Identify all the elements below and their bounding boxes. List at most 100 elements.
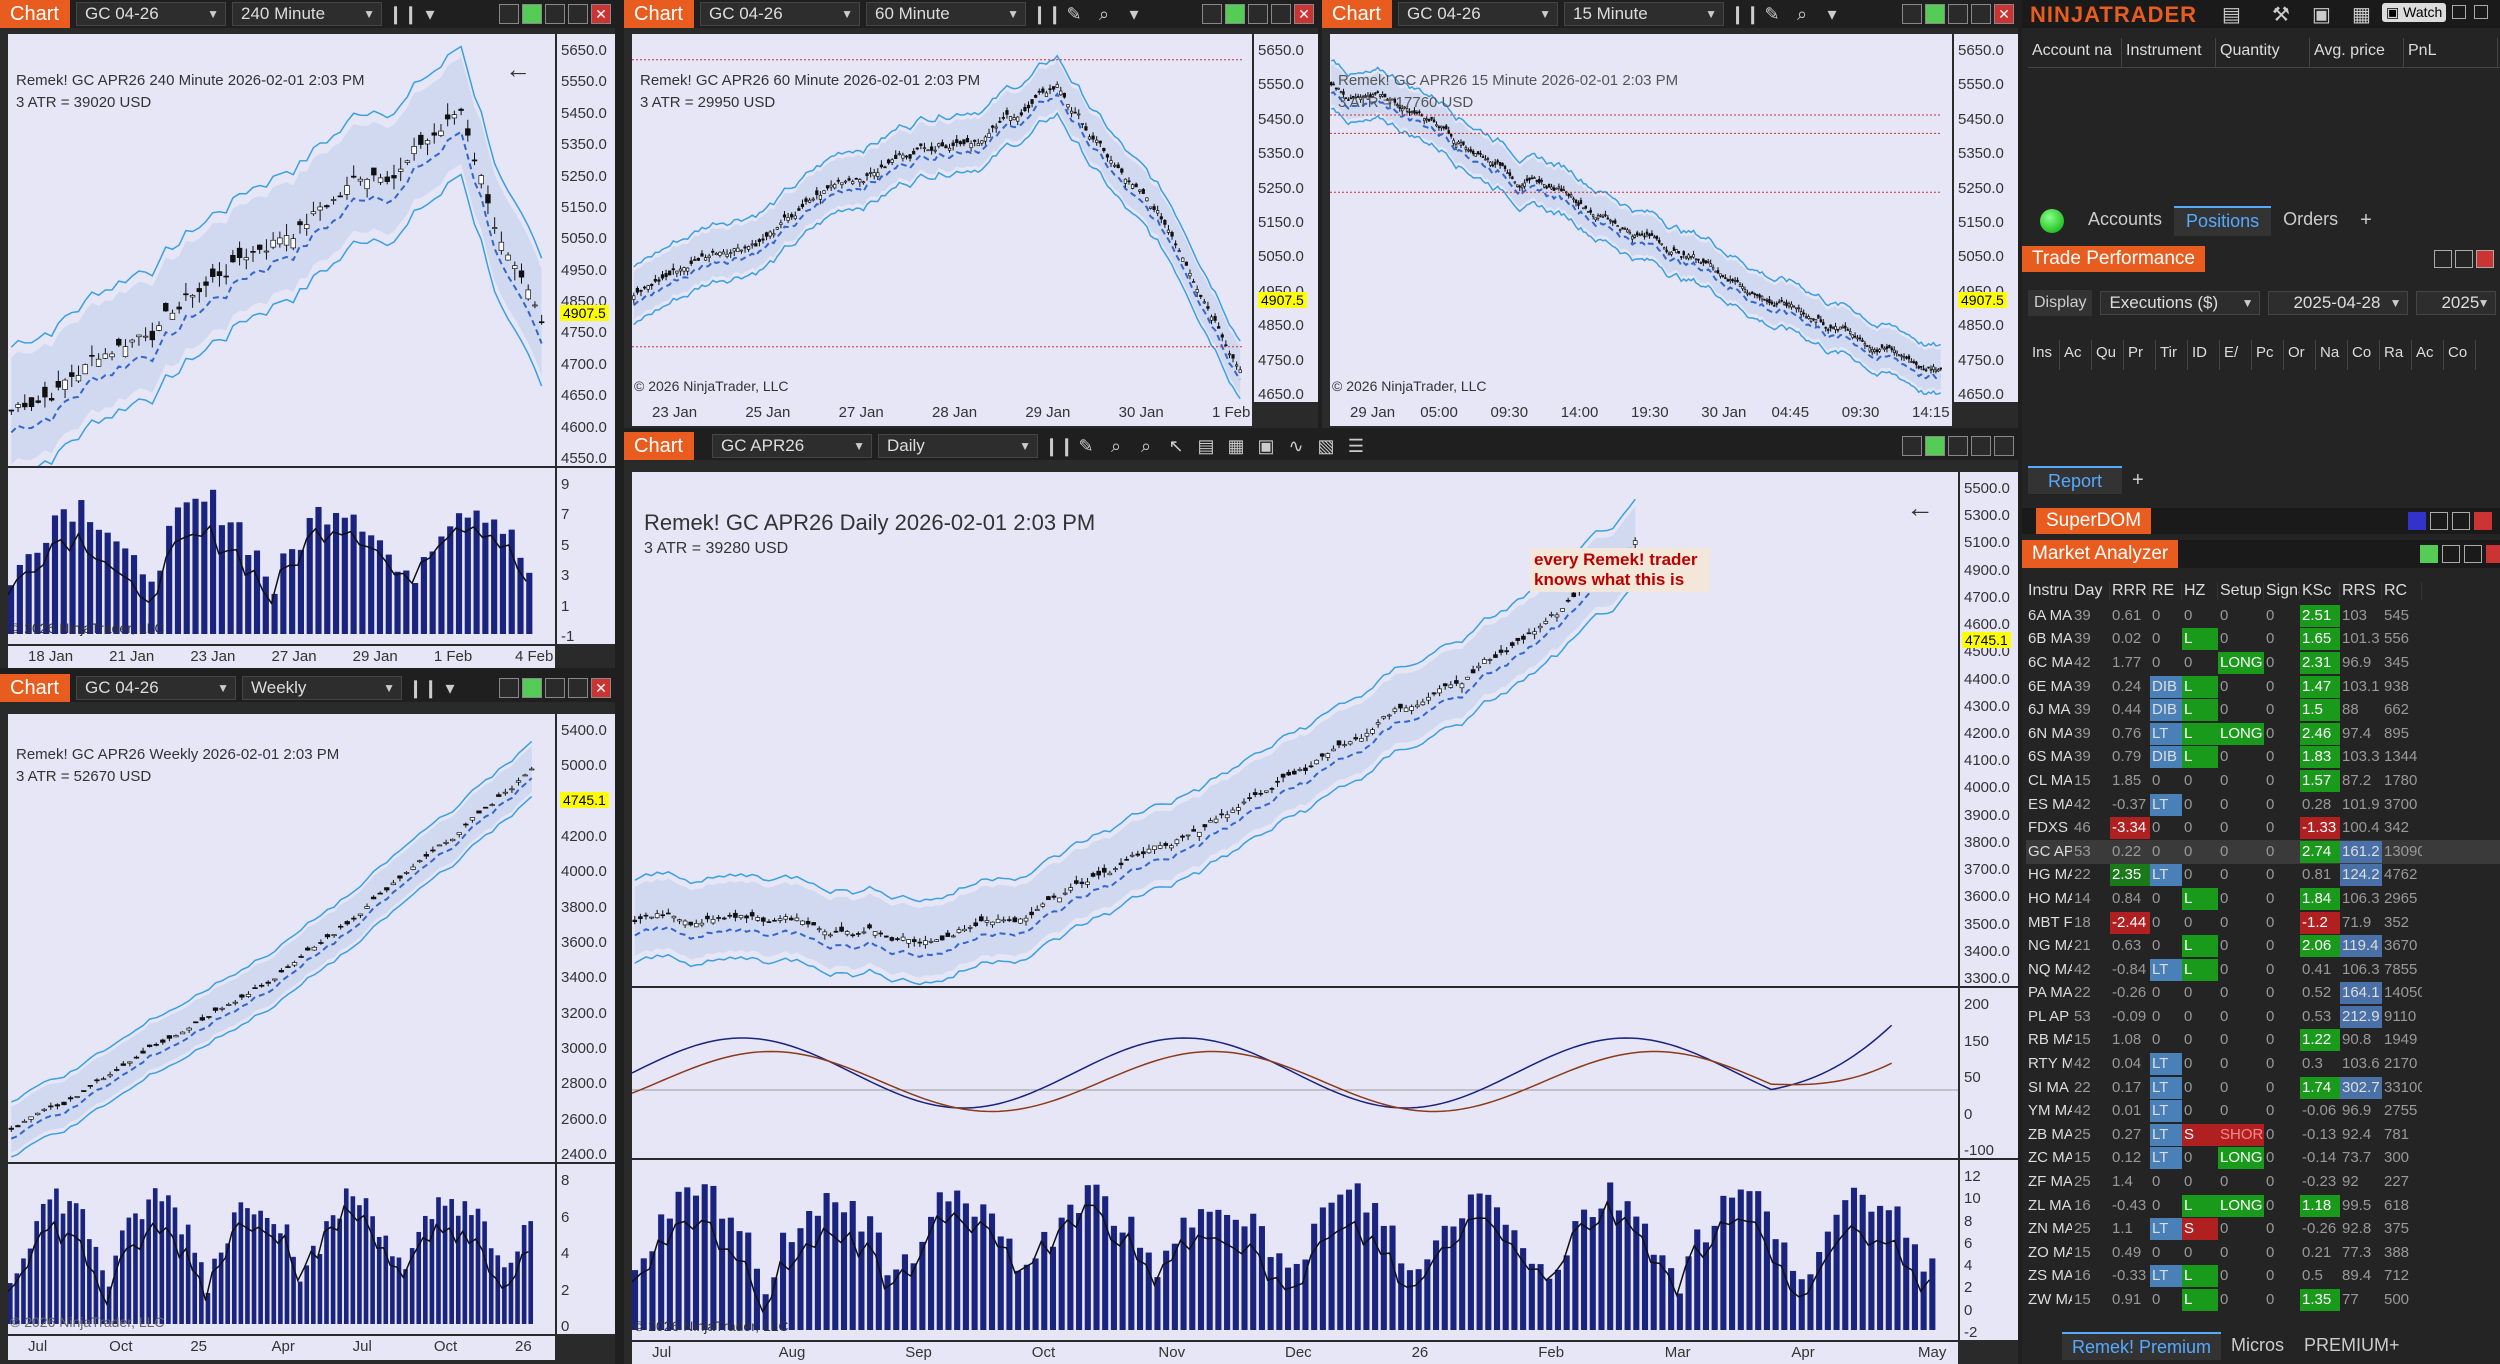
column-header[interactable]: Na — [2316, 340, 2348, 370]
analyzer-row[interactable]: 6S MA 39 0.79 DIB L 0 0 1.83 103.3 1344 — [2026, 746, 2500, 770]
analyzer-row[interactable]: 6A MA 39 0.61 0 0 0 0 2.51 103 545 — [2026, 604, 2500, 628]
link-icon[interactable] — [499, 4, 519, 24]
date-to-select[interactable]: 2025 — [2416, 291, 2497, 315]
watch-button[interactable]: ▣ Watch — [2382, 3, 2447, 22]
superdom-title[interactable]: SuperDOM — [2036, 508, 2152, 534]
close-icon[interactable] — [1994, 436, 2014, 456]
period-select[interactable]: Weekly — [242, 676, 402, 700]
close-icon[interactable] — [2474, 512, 2492, 530]
maximize-icon[interactable] — [2455, 250, 2473, 268]
chevron-down-icon[interactable]: ▾ — [445, 677, 455, 698]
period-select[interactable]: 60 Minute — [866, 2, 1026, 26]
green-status-icon[interactable] — [1925, 4, 1945, 24]
indicator-panel[interactable]: © 2026 NinjaTrader, LLC — [632, 1160, 1958, 1340]
analyzer-row[interactable]: 6C MA 42 1.77 0 0 LONG 0 2.31 96.9 345 — [2026, 651, 2500, 675]
column-header[interactable]: Or — [2284, 340, 2316, 370]
display-select[interactable]: Executions ($) — [2100, 291, 2261, 315]
analyzer-row[interactable]: ZO MA 15 0.49 0 0 0 0 0.21 77.3 388 — [2026, 1241, 2500, 1265]
draw-tool-icon[interactable]: ✎ — [1078, 435, 1094, 456]
oscillator-panel[interactable] — [632, 988, 1958, 1158]
link-icon[interactable] — [1902, 436, 1922, 456]
strategy-icon[interactable]: ∿ — [1288, 435, 1304, 456]
analyzer-row[interactable]: CL MA 15 1.85 0 0 0 0 1.57 87.2 1780 — [2026, 769, 2500, 793]
arrow-left-icon[interactable]: ← — [505, 54, 531, 84]
maximize-icon[interactable] — [2452, 512, 2470, 530]
link-icon[interactable] — [2408, 512, 2426, 530]
column-header[interactable]: Setup — [2218, 582, 2264, 600]
bar-style-icon[interactable]: ❙❙ — [1044, 435, 1075, 456]
bar-style-icon[interactable]: ❙❙ — [1032, 3, 1063, 24]
price-axis[interactable]: 5650.0 5550.0 5450.0 5350.0 5250.0 5150.0 5050… — [1954, 34, 2018, 403]
snapshot-icon[interactable]: ▤ — [1197, 435, 1215, 456]
period-select[interactable]: 15 Minute — [1564, 2, 1724, 26]
analyzer-row[interactable]: ZL MA 16 -0.43 0 L LONG 0 1.18 99.5 618 — [2026, 1194, 2500, 1218]
list-icon[interactable]: ☰ — [1347, 435, 1365, 456]
close-icon[interactable] — [2486, 545, 2500, 563]
column-header[interactable]: PnL — [2404, 38, 2498, 67]
instrument-select[interactable]: GC 04-26 — [76, 676, 236, 700]
pointer-icon[interactable]: ↖ — [1168, 435, 1184, 456]
analyzer-row[interactable]: 6E MA 39 0.24 DIB L 0 0 1.47 103.1 938 — [2026, 675, 2500, 699]
column-header[interactable]: Account na — [2028, 38, 2122, 67]
minimize-icon[interactable] — [1948, 436, 1968, 456]
maximize-icon[interactable] — [1271, 4, 1291, 24]
column-header[interactable]: KSc — [2300, 582, 2340, 600]
price-panel[interactable]: Remek! GC APR26 15 Minute 2026-02-01 2:0… — [1330, 34, 1952, 402]
chevron-down-icon[interactable]: ▾ — [1129, 3, 1139, 24]
maximize-icon[interactable] — [2464, 545, 2482, 563]
analyzer-row[interactable]: RB MA 15 1.08 0 0 0 0 1.22 90.8 1949 — [2026, 1029, 2500, 1053]
column-header[interactable]: HZ — [2182, 582, 2218, 600]
close-icon[interactable] — [2476, 250, 2494, 268]
price-panel[interactable]: Remek! GC APR26 60 Minute 2026-02-01 2:0… — [632, 34, 1252, 402]
properties-icon[interactable]: ▦ — [1227, 435, 1245, 456]
date-from-select[interactable]: 2025-04-28 — [2268, 291, 2409, 315]
time-axis[interactable]: 29 Jan 05:00 09:30 14:00 19:30 30 Jan 04:45 09:… — [1330, 402, 1952, 426]
indicator-axis[interactable]: 9 7 5 3 1 -1 — [557, 468, 615, 645]
close-icon[interactable]: ✕ — [591, 4, 611, 24]
minimize-icon[interactable] — [2452, 5, 2466, 19]
instrument-select[interactable]: GC 04-26 — [700, 2, 860, 26]
indicator-panel[interactable]: © 2026 NinjaTrader, LLC — [8, 1164, 555, 1334]
green-status-icon[interactable] — [1925, 436, 1945, 456]
analyzer-row[interactable]: ZC MA 15 0.12 LT 0 LONG 0 -0.14 73.7 300 — [2026, 1147, 2500, 1171]
tab-premium-plus[interactable]: PREMIUM+ — [2304, 1335, 2400, 1355]
column-header[interactable]: Qu — [2092, 340, 2124, 370]
zoom-out-icon[interactable]: ⌕ — [1140, 435, 1152, 456]
maximize-icon[interactable] — [2474, 5, 2488, 19]
chart-title[interactable]: Chart — [0, 0, 70, 28]
tab-positions[interactable]: Positions — [2174, 206, 2272, 236]
column-header[interactable]: Co — [2348, 340, 2380, 370]
analyzer-row[interactable]: PA MA 22 -0.26 0 0 0 0 0.52 164.1 14050 — [2026, 982, 2500, 1006]
analyzer-row[interactable]: ES MA 42 -0.37 LT 0 0 0 0.28 101.9 3700 — [2026, 793, 2500, 817]
analyzer-row[interactable]: 6N MA 39 0.76 LT L LONG 0 2.46 97.4 895 — [2026, 722, 2500, 746]
analyzer-row[interactable]: 6J MA 39 0.44 DIB L 0 0 1.5 88 662 — [2026, 698, 2500, 722]
minimize-icon[interactable] — [2430, 512, 2448, 530]
chevron-down-icon[interactable]: ▾ — [1827, 3, 1837, 24]
analyzer-row[interactable]: RTY M 42 0.04 LT 0 0 0 0.3 103.6 2170 — [2026, 1052, 2500, 1076]
price-panel[interactable]: Remek! GC APR26 Weekly 2026-02-01 2:03 P… — [8, 714, 555, 1162]
price-axis[interactable]: 5650.0 5550.0 5450.0 5350.0 5250.0 5150.0 5050… — [1254, 34, 1318, 403]
column-header[interactable]: Ins — [2028, 340, 2060, 370]
period-select[interactable]: 240 Minute — [232, 2, 382, 26]
data-box-icon[interactable]: ▣ — [1257, 435, 1275, 456]
column-header[interactable]: Pr — [2124, 340, 2156, 370]
connections-icon[interactable]: ▦ — [2352, 4, 2371, 26]
column-header[interactable]: Co — [2444, 340, 2476, 370]
column-header[interactable]: Instrument — [2122, 38, 2216, 67]
chart-title[interactable]: Chart — [624, 0, 694, 28]
bar-style-icon[interactable]: ❙❙ — [408, 677, 439, 698]
close-icon[interactable]: ✕ — [1994, 4, 2014, 24]
link-icon[interactable] — [499, 678, 519, 698]
draw-tool-icon[interactable]: ✎ — [1066, 3, 1082, 24]
column-header[interactable]: RC — [2382, 582, 2422, 600]
maximize-icon[interactable] — [1971, 4, 1991, 24]
chart-title[interactable]: Chart — [0, 674, 70, 702]
bar-style-icon[interactable]: ❙❙ — [1730, 3, 1761, 24]
